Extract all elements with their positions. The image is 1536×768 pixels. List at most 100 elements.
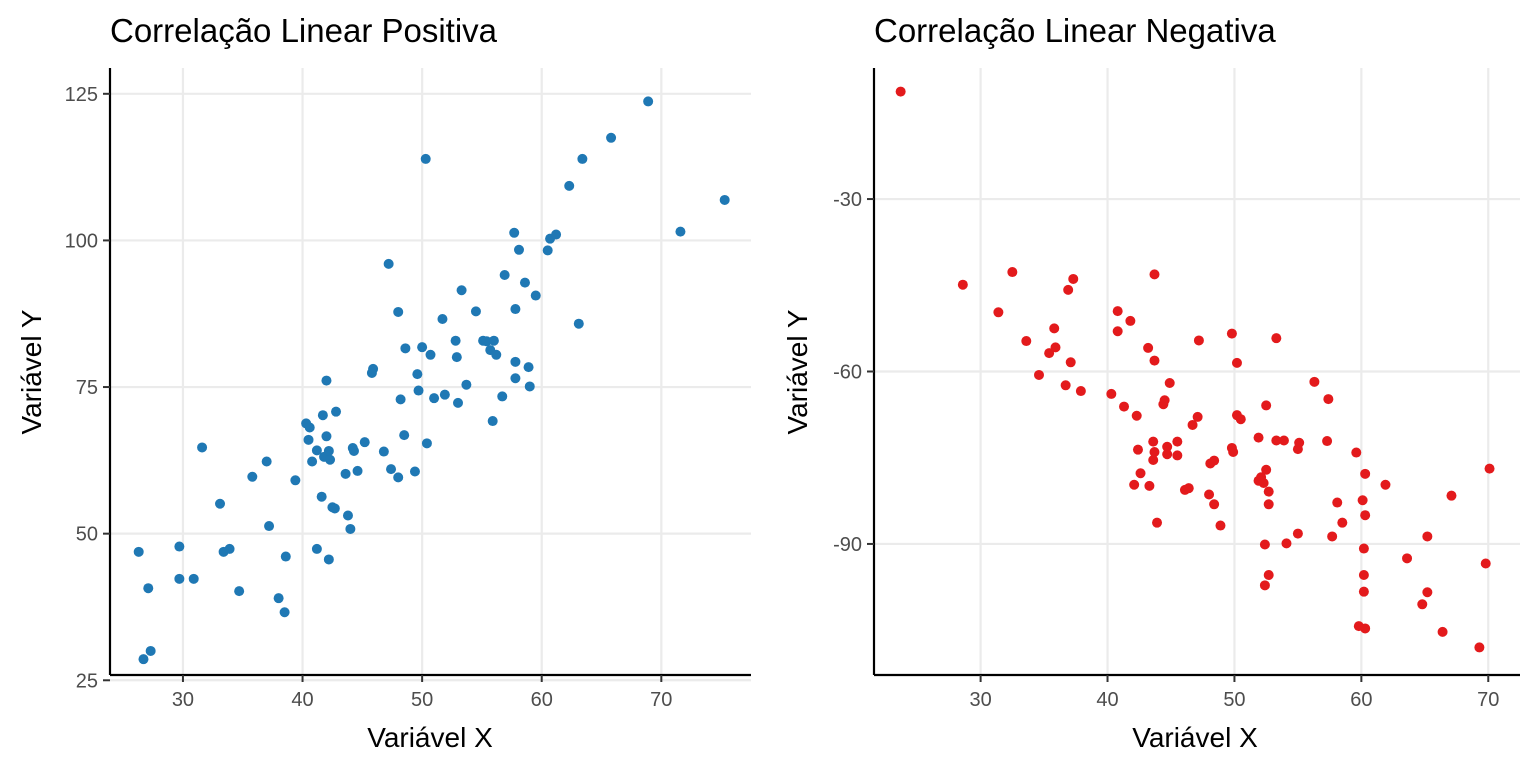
data-point bbox=[400, 343, 411, 354]
data-point bbox=[1149, 269, 1160, 280]
data-point bbox=[1162, 441, 1173, 452]
data-point bbox=[1357, 495, 1368, 506]
data-point bbox=[1075, 386, 1086, 397]
data-point bbox=[197, 442, 208, 453]
data-point bbox=[138, 654, 149, 665]
data-point bbox=[1351, 447, 1362, 458]
data-point bbox=[1159, 395, 1170, 406]
data-point bbox=[564, 180, 575, 191]
data-point bbox=[1402, 553, 1413, 564]
data-point bbox=[1033, 369, 1044, 380]
data-point bbox=[957, 279, 968, 290]
data-point bbox=[143, 583, 154, 594]
data-point bbox=[1152, 517, 1163, 528]
data-point bbox=[425, 349, 436, 360]
data-point bbox=[290, 475, 301, 486]
chart-title-negative: Correlação Linear Negativa bbox=[874, 12, 1276, 49]
data-point bbox=[1144, 480, 1155, 491]
data-point bbox=[450, 335, 461, 346]
y-axis-title-negative: Variável Y bbox=[782, 309, 813, 434]
data-point bbox=[329, 503, 340, 514]
data-point bbox=[307, 456, 318, 467]
data-point bbox=[303, 434, 314, 445]
data-point bbox=[551, 229, 562, 240]
data-point bbox=[1044, 348, 1055, 359]
data-point bbox=[1309, 376, 1320, 387]
data-point bbox=[279, 607, 290, 618]
data-point bbox=[1106, 388, 1117, 399]
data-point bbox=[1235, 414, 1246, 425]
data-point bbox=[1360, 510, 1371, 521]
data-point bbox=[488, 335, 499, 346]
data-point bbox=[1360, 623, 1371, 634]
data-point bbox=[399, 430, 410, 441]
x-tick-label: 50 bbox=[411, 689, 433, 711]
data-point bbox=[234, 586, 245, 597]
data-point bbox=[1294, 437, 1305, 448]
data-point bbox=[530, 290, 541, 301]
data-point bbox=[1060, 380, 1071, 391]
data-point bbox=[1271, 435, 1282, 446]
data-point bbox=[1259, 580, 1270, 591]
data-point bbox=[386, 464, 397, 475]
data-point bbox=[1112, 306, 1123, 317]
data-point bbox=[378, 446, 389, 457]
data-point bbox=[993, 307, 1004, 318]
plot-panel-0: 30 40 50 60 70 25 50 75 100 125 bbox=[65, 68, 751, 711]
data-point bbox=[439, 389, 450, 400]
data-point bbox=[1474, 642, 1485, 653]
data-point bbox=[145, 645, 156, 656]
data-point bbox=[643, 96, 654, 107]
data-point bbox=[577, 153, 588, 164]
x-tick-label: 70 bbox=[650, 689, 672, 711]
data-point bbox=[1422, 587, 1433, 598]
data-point bbox=[1358, 569, 1369, 580]
data-point bbox=[1261, 400, 1272, 411]
data-point bbox=[1187, 419, 1198, 430]
data-point bbox=[311, 543, 322, 554]
data-point bbox=[1112, 326, 1123, 337]
data-point bbox=[1263, 569, 1274, 580]
data-point bbox=[1209, 499, 1220, 510]
data-point bbox=[510, 356, 521, 367]
y-tick-label: 75 bbox=[76, 377, 98, 399]
data-point bbox=[1007, 267, 1018, 278]
data-point bbox=[395, 394, 406, 405]
data-point bbox=[719, 194, 730, 205]
data-point bbox=[1148, 436, 1159, 447]
data-point bbox=[352, 465, 363, 476]
data-point bbox=[606, 132, 617, 143]
x-tick-label: 60 bbox=[1350, 689, 1372, 711]
data-point bbox=[1263, 486, 1274, 497]
data-point bbox=[1209, 455, 1220, 466]
data-point bbox=[1119, 401, 1130, 412]
data-point bbox=[413, 385, 424, 396]
data-point bbox=[1271, 333, 1282, 344]
data-point bbox=[1360, 468, 1371, 479]
data-point bbox=[421, 438, 432, 449]
data-point bbox=[133, 546, 144, 557]
data-point bbox=[1231, 357, 1242, 368]
y-axis-title-positive: Variável Y bbox=[16, 309, 47, 434]
y-tick-label: 25 bbox=[76, 670, 98, 692]
data-point bbox=[1358, 586, 1369, 597]
data-point bbox=[895, 86, 906, 97]
data-point bbox=[461, 379, 472, 390]
y-tick-label: 100 bbox=[65, 230, 98, 252]
data-point bbox=[1446, 490, 1457, 501]
plot-panel-1: 30 40 50 60 70 -30 -60 -90 bbox=[833, 68, 1520, 711]
data-point bbox=[417, 342, 428, 353]
data-point bbox=[453, 397, 464, 408]
data-point bbox=[383, 258, 394, 269]
y-tick-label: 125 bbox=[65, 84, 98, 106]
data-point bbox=[1263, 499, 1274, 510]
data-point bbox=[304, 422, 315, 433]
data-point bbox=[1337, 517, 1348, 528]
data-point bbox=[497, 391, 508, 402]
data-point bbox=[1226, 328, 1237, 339]
data-point bbox=[573, 318, 584, 329]
data-point bbox=[510, 304, 521, 315]
data-point bbox=[675, 226, 686, 237]
data-point bbox=[1261, 464, 1272, 475]
data-point bbox=[1063, 284, 1074, 295]
